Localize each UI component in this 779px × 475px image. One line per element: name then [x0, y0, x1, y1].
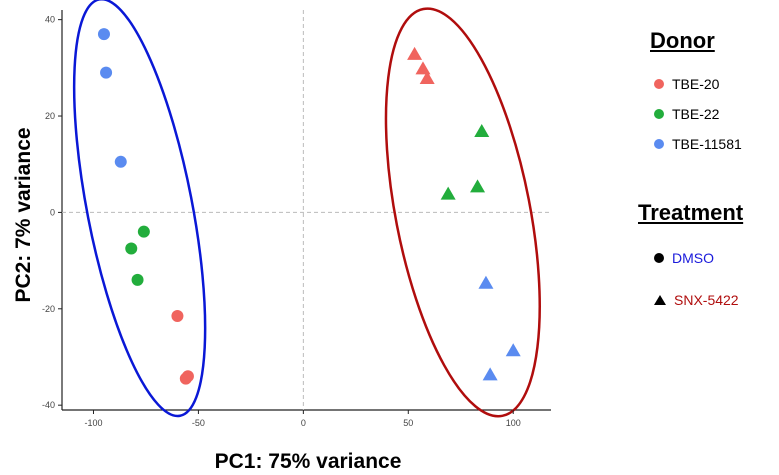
x-axis-label: PC1: 75% variance — [215, 450, 402, 473]
axis-ticks: -100 -50 0 50 100 -40 -20 0 20 40 — [42, 15, 521, 428]
legend-donor-item: TBE-11581 — [654, 136, 742, 152]
point-circle — [114, 155, 127, 168]
point-triangle — [415, 61, 431, 75]
point-triangle — [470, 179, 486, 193]
point-circle — [97, 28, 110, 41]
point-circle — [137, 225, 150, 238]
y-tick-label: -40 — [42, 400, 55, 410]
legend-treatment-title: Treatment — [638, 200, 744, 225]
legend-treatment-item: DMSO — [654, 250, 714, 266]
point-triangle — [478, 275, 494, 289]
legend-label: DMSO — [672, 250, 714, 266]
legend-donor-item: TBE-22 — [654, 106, 719, 122]
x-tick-label: -100 — [84, 418, 102, 428]
point-circle — [131, 273, 144, 286]
legend-donor-item: TBE-20 — [654, 76, 719, 92]
triangle-symbol — [654, 295, 666, 305]
group-ellipses — [72, 0, 541, 418]
point-triangle — [474, 123, 490, 137]
x-tick-label: 0 — [301, 418, 306, 428]
legend-label: TBE-11581 — [672, 136, 742, 152]
y-tick-label: 40 — [45, 15, 55, 25]
plot-area — [61, 10, 551, 411]
point-triangle — [482, 367, 498, 381]
data-points — [97, 28, 521, 385]
x-tick-label: 100 — [506, 418, 521, 428]
point-triangle — [440, 186, 456, 200]
legend-donor-title: Donor — [650, 28, 715, 53]
point-circle — [181, 370, 194, 383]
ellipse-dmso — [72, 0, 207, 418]
x-tick-label: -50 — [192, 418, 205, 428]
y-tick-label: 0 — [50, 207, 55, 217]
legend-label: SNX-5422 — [674, 292, 739, 308]
point-circle — [171, 310, 184, 323]
ellipse-snx-5422 — [384, 7, 541, 418]
legend-swatch — [654, 109, 664, 119]
legend-treatment-item: SNX-5422 — [654, 292, 739, 308]
y-tick-label: 20 — [45, 111, 55, 121]
circle-symbol — [654, 253, 664, 263]
x-tick-label: 50 — [403, 418, 413, 428]
y-axis-label: PC2: 7% variance — [12, 127, 35, 302]
legend-label: TBE-22 — [672, 106, 720, 122]
y-tick-label: -20 — [42, 304, 55, 314]
point-circle — [100, 66, 113, 79]
legend-swatch — [654, 139, 664, 149]
point-triangle — [505, 343, 521, 357]
point-triangle — [419, 70, 435, 84]
legend-label: TBE-20 — [672, 76, 720, 92]
point-triangle — [407, 46, 423, 60]
legend-swatch — [654, 79, 664, 89]
point-circle — [125, 242, 138, 255]
